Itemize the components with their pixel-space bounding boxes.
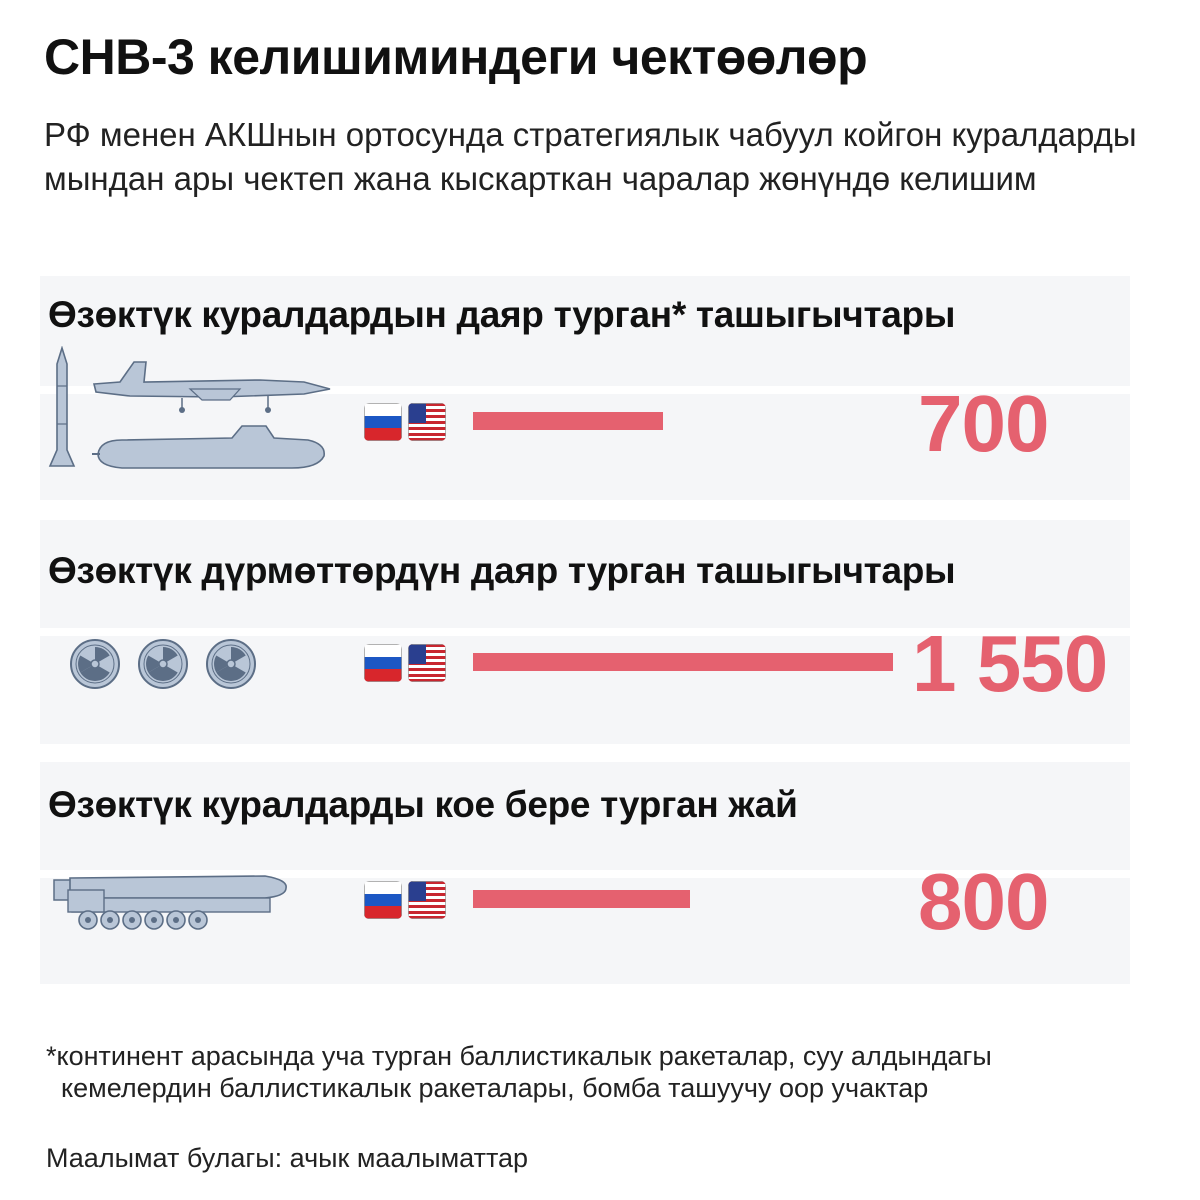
category-label: Өзөктүк дүрмөттөрдүн даяр турган ташыгыч… bbox=[48, 550, 956, 591]
bar-3 bbox=[473, 890, 690, 908]
category-label: Өзөктүк куралдарды кое бере турган жай bbox=[48, 784, 798, 825]
usa-flag-icon bbox=[408, 403, 446, 441]
section-launchers: Өзөктүк куралдарды кое бере турган жай 8… bbox=[0, 762, 1200, 984]
section-deployed-carriers: Өзөктүк куралдардын даяр турган* ташыгыч… bbox=[0, 276, 1200, 500]
bar-1 bbox=[473, 412, 663, 430]
footnote: *континент арасында уча турган баллистик… bbox=[46, 1041, 992, 1103]
russia-flag-icon bbox=[364, 644, 402, 682]
value-label: 1 550 bbox=[912, 619, 1108, 708]
bomber-aircraft-icon bbox=[90, 356, 334, 416]
value-label: 800 bbox=[918, 857, 1049, 946]
radiation-icon bbox=[69, 638, 121, 690]
section-band bbox=[40, 276, 1130, 386]
russia-flag-icon bbox=[364, 881, 402, 919]
bar-2 bbox=[473, 653, 893, 671]
usa-flag-icon bbox=[408, 881, 446, 919]
value-label: 700 bbox=[918, 379, 1049, 468]
usa-flag-icon bbox=[408, 644, 446, 682]
missile-icon bbox=[44, 346, 80, 470]
source-note: Маалымат булагы: ачык маалыматтар bbox=[46, 1143, 529, 1173]
subtitle: РФ менен АКШнын ортосунда стратегиялык ч… bbox=[44, 116, 1137, 197]
radiation-icon bbox=[137, 638, 189, 690]
page-title: СНВ-3 келишиминдеги чектөөлөр bbox=[44, 29, 868, 85]
section-band bbox=[40, 520, 1130, 628]
section-band bbox=[40, 762, 1130, 870]
russia-flag-icon bbox=[364, 403, 402, 441]
category-label: Өзөктүк куралдардын даяр турган* ташыгыч… bbox=[48, 294, 956, 335]
submarine-icon bbox=[92, 424, 328, 470]
mobile-launcher-icon bbox=[50, 870, 294, 938]
section-warheads: Өзөктүк дүрмөттөрдүн даяр турган ташыгыч… bbox=[0, 520, 1200, 744]
radiation-icon bbox=[205, 638, 257, 690]
